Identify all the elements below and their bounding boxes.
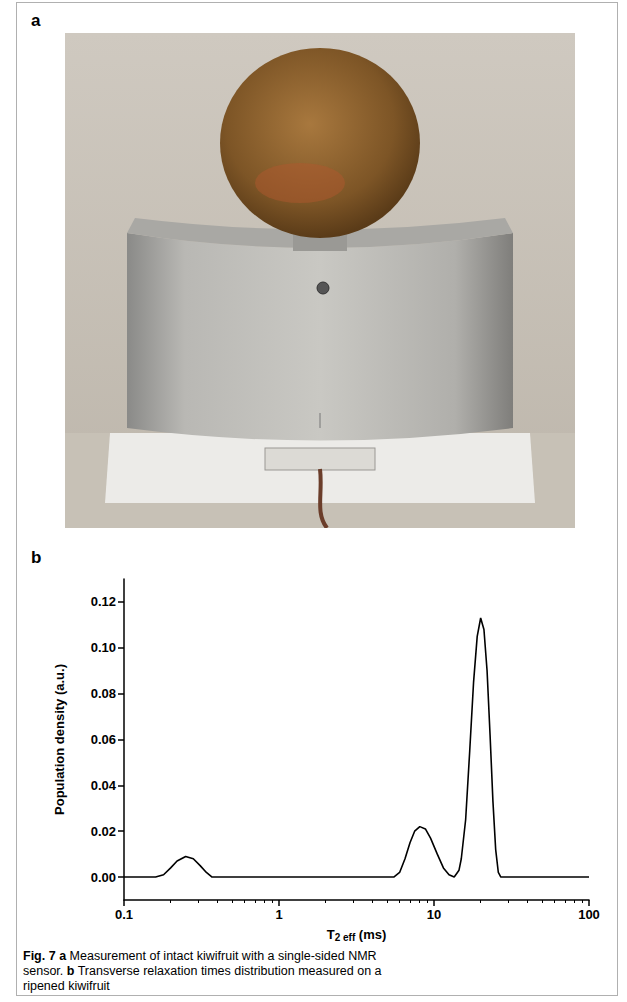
svg-text:0.04: 0.04	[91, 778, 117, 793]
html-text:b: b	[31, 548, 42, 567]
svg-text:10: 10	[427, 907, 441, 922]
svg-text:1: 1	[275, 907, 282, 922]
svg-text:(ms): (ms)	[355, 927, 386, 942]
svg-text:0.02: 0.02	[91, 824, 116, 839]
svg-text:T: T	[327, 927, 335, 942]
svg-text:0.1: 0.1	[115, 907, 133, 922]
svg-text:0.12: 0.12	[91, 594, 116, 609]
html-text:a: a	[31, 11, 41, 30]
svg-text:0.00: 0.00	[91, 870, 116, 885]
svg-text:2 eff: 2 eff	[335, 932, 356, 943]
html-text:Fig. 7 a Measurement of intact: Fig. 7 a Measurement of intact kiwifruit…	[23, 949, 382, 993]
svg-text:0.06: 0.06	[91, 732, 116, 747]
svg-text:100: 100	[578, 907, 600, 922]
svg-text:0.10: 0.10	[91, 640, 116, 655]
svg-text:Population density (a.u.): Population density (a.u.)	[52, 664, 67, 815]
svg-text:0.08: 0.08	[91, 686, 116, 701]
